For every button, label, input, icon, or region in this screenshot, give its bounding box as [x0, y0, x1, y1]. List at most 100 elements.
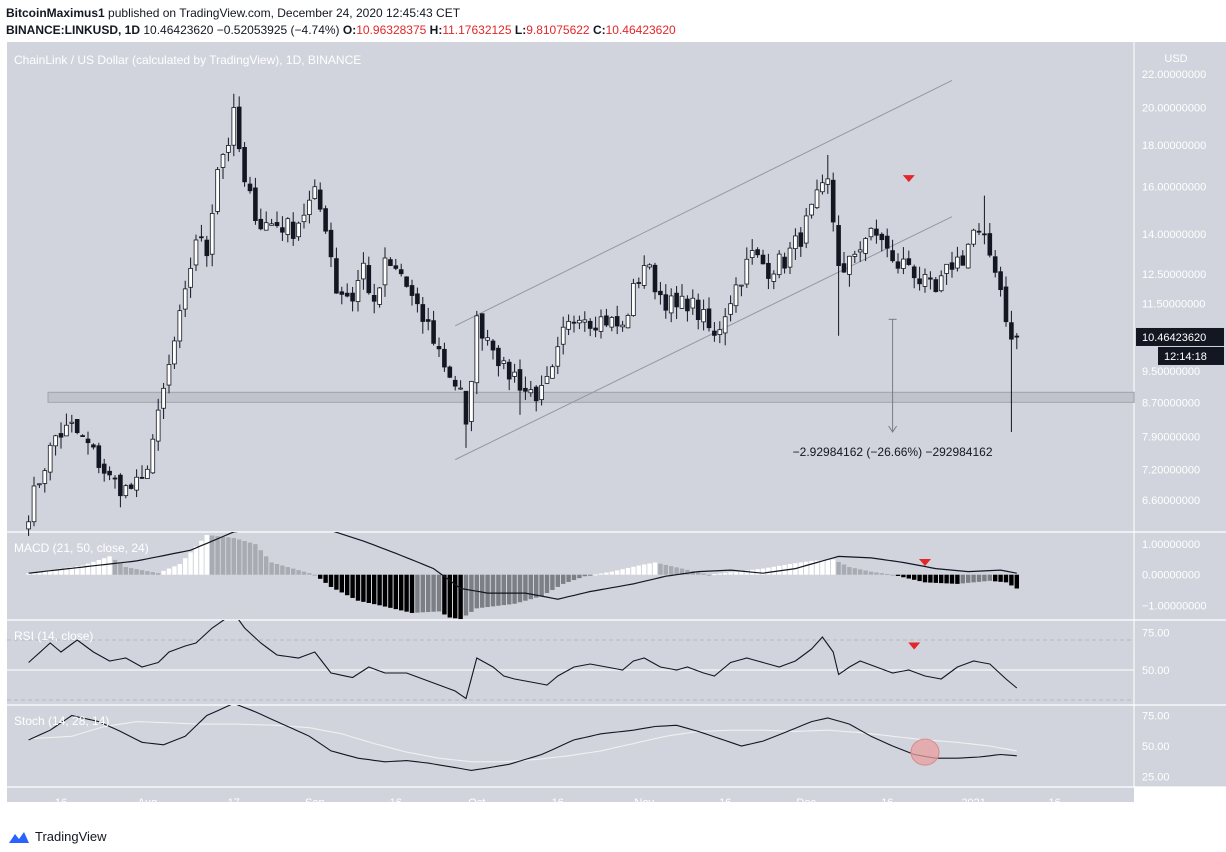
price-tick-label: 7.90000000 — [1142, 431, 1200, 443]
macd-bar — [291, 568, 296, 575]
candle-body — [91, 444, 96, 448]
macd-bar — [485, 574, 490, 608]
publish-info: published on TradingView.com, December 2… — [108, 6, 461, 20]
macd-bar — [852, 568, 857, 575]
candle-body — [733, 284, 739, 307]
candle-body — [31, 485, 37, 523]
candle-body — [717, 329, 723, 335]
price-sell-marker — [902, 175, 915, 183]
macd-bar — [739, 571, 744, 575]
time-tick-label: Sep — [305, 797, 325, 809]
candle-body — [598, 316, 604, 332]
candle-body — [976, 230, 982, 233]
candle-body — [339, 291, 345, 295]
macd-bar — [615, 570, 620, 575]
candle-body — [830, 179, 836, 223]
candle-body — [776, 253, 782, 275]
candle-body — [728, 303, 733, 315]
candle-body — [64, 424, 69, 437]
macd-bar — [210, 535, 215, 575]
time-tick-label: Aug — [138, 797, 158, 809]
macd-bar — [982, 574, 987, 582]
macd-bar — [544, 574, 550, 594]
macd-bar — [820, 560, 825, 575]
macd-bar — [966, 574, 971, 583]
candle-body — [998, 271, 1003, 291]
candle-body — [636, 282, 642, 284]
macd-bar — [183, 558, 188, 575]
candle-body — [847, 255, 852, 275]
candle-body — [118, 474, 123, 497]
candle-body — [933, 279, 939, 293]
macd-histogram-group — [26, 534, 1019, 620]
candle-body — [647, 264, 652, 268]
candle-body — [890, 250, 895, 262]
author-name[interactable]: BitcoinMaximus1 — [6, 6, 105, 20]
macd-bar — [717, 573, 722, 575]
price-tick-label: 18.00000000 — [1142, 140, 1206, 152]
candle-body — [123, 485, 129, 497]
macd-bar — [517, 574, 523, 603]
candle-body — [701, 309, 706, 323]
macd-bar — [588, 574, 593, 576]
macd-tick-label: 0.00000000 — [1142, 570, 1200, 582]
candle-body — [96, 445, 102, 468]
tradingview-logo[interactable]: TradingView — [8, 829, 107, 844]
macd-bar — [69, 567, 74, 575]
symbol-name: BINANCE:LINKUSD, 1D — [6, 23, 141, 37]
macd-bar — [858, 569, 863, 575]
chart-canvas[interactable]: −2.92984162 (−26.66%) −292984162 ChainLin… — [0, 42, 1226, 822]
macd-bar — [760, 568, 766, 575]
candle-body — [47, 444, 53, 473]
open-value: 10.96328375 — [356, 23, 427, 37]
publisher-line: BitcoinMaximus1 published on TradingView… — [6, 6, 460, 20]
candle-body — [787, 247, 793, 268]
macd-bar — [139, 570, 145, 575]
candle-body — [587, 320, 593, 329]
candle-body — [236, 106, 242, 150]
candle-body — [609, 317, 615, 328]
macd-bar — [555, 574, 560, 587]
macd-bar — [102, 558, 107, 575]
candle-body — [128, 484, 134, 489]
candle-body — [960, 255, 966, 266]
macd-bar — [172, 566, 177, 575]
candle-body — [506, 361, 512, 380]
macd-bar — [404, 574, 409, 612]
macd-bar — [339, 574, 344, 593]
macd-bar — [91, 561, 96, 575]
candle-body — [231, 107, 237, 146]
macd-bar — [723, 572, 728, 575]
macd-bar — [642, 564, 647, 575]
price-axis-background — [1134, 42, 1226, 787]
rsi-title: RSI (14, close) — [14, 629, 93, 643]
macd-bar — [280, 565, 285, 575]
time-tick-label: 16 — [55, 797, 67, 809]
macd-bar — [971, 574, 976, 583]
candle-body — [917, 278, 922, 285]
price-tick-label: 11.50000000 — [1142, 299, 1205, 311]
candle-body — [436, 346, 442, 350]
candle-body — [955, 256, 960, 269]
candle-body — [820, 182, 825, 193]
macd-bar — [96, 560, 101, 575]
macd-bar — [917, 574, 922, 582]
macd-bar — [993, 574, 998, 582]
candle-body — [825, 178, 831, 185]
candle-body — [69, 421, 75, 424]
macd-bar — [112, 559, 118, 575]
candle-body — [485, 337, 490, 341]
candle-body — [798, 232, 804, 247]
time-tick-label: 16 — [552, 797, 564, 809]
stoch-k-line — [28, 705, 1017, 771]
candle-body — [695, 299, 701, 321]
macd-bar — [377, 574, 382, 606]
candle-body — [220, 154, 226, 168]
macd-bar — [215, 536, 220, 575]
macd-bar — [431, 574, 436, 612]
macd-bar — [415, 574, 420, 613]
macd-bar — [755, 569, 760, 575]
candle-body — [533, 386, 539, 402]
macd-bar — [831, 559, 836, 575]
candle-body — [722, 316, 728, 334]
